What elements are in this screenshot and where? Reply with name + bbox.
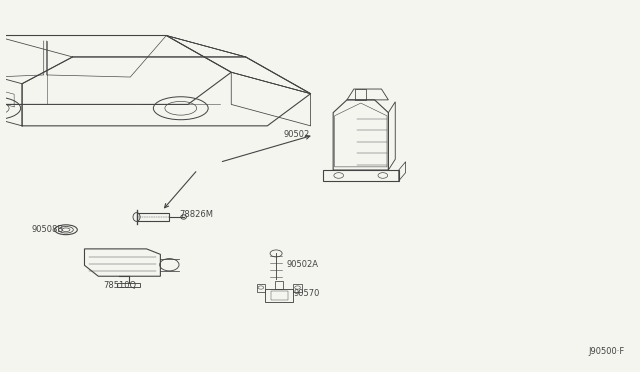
Text: 78826M: 78826M bbox=[179, 210, 213, 219]
Bar bbox=[136, 213, 170, 221]
Text: 78510Q: 78510Q bbox=[104, 280, 137, 290]
Text: J90500·F: J90500·F bbox=[588, 347, 624, 356]
Text: 90508B: 90508B bbox=[31, 225, 64, 234]
Text: 90502: 90502 bbox=[283, 131, 309, 140]
Bar bbox=[257, 283, 265, 292]
Text: 90570: 90570 bbox=[293, 289, 319, 298]
Bar bbox=[271, 291, 288, 299]
Text: 90502A: 90502A bbox=[287, 260, 319, 269]
Bar bbox=[265, 289, 293, 302]
Bar bbox=[293, 283, 302, 292]
